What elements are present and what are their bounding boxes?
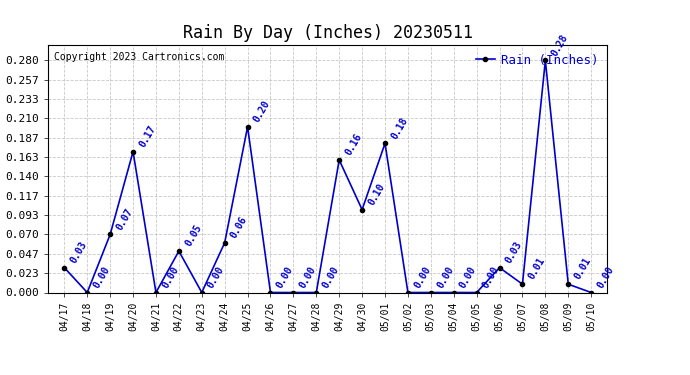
Text: Copyright 2023 Cartronics.com: Copyright 2023 Cartronics.com bbox=[54, 53, 224, 62]
Text: 0.01: 0.01 bbox=[573, 256, 593, 281]
Text: 0.00: 0.00 bbox=[297, 264, 318, 290]
Text: 0.16: 0.16 bbox=[344, 132, 364, 157]
Text: 0.00: 0.00 bbox=[320, 264, 341, 290]
Text: 0.00: 0.00 bbox=[458, 264, 478, 290]
Text: 0.00: 0.00 bbox=[412, 264, 433, 290]
Text: 0.17: 0.17 bbox=[137, 123, 157, 149]
Text: 0.05: 0.05 bbox=[183, 223, 204, 248]
Text: 0.00: 0.00 bbox=[206, 264, 226, 290]
Text: 0.07: 0.07 bbox=[115, 206, 135, 232]
Text: 0.20: 0.20 bbox=[252, 99, 272, 124]
Text: 0.01: 0.01 bbox=[526, 256, 547, 281]
Text: 0.06: 0.06 bbox=[229, 214, 249, 240]
Legend: Rain (Inches): Rain (Inches) bbox=[473, 51, 601, 69]
Text: 0.18: 0.18 bbox=[389, 115, 410, 141]
Text: 0.28: 0.28 bbox=[549, 32, 570, 58]
Text: 0.03: 0.03 bbox=[504, 240, 524, 265]
Title: Rain By Day (Inches) 20230511: Rain By Day (Inches) 20230511 bbox=[183, 24, 473, 42]
Text: 0.00: 0.00 bbox=[275, 264, 295, 290]
Text: 0.00: 0.00 bbox=[481, 264, 501, 290]
Text: 0.00: 0.00 bbox=[435, 264, 455, 290]
Text: 0.03: 0.03 bbox=[68, 240, 89, 265]
Text: 0.10: 0.10 bbox=[366, 182, 386, 207]
Text: 0.00: 0.00 bbox=[160, 264, 181, 290]
Text: 0.00: 0.00 bbox=[595, 264, 615, 290]
Text: 0.00: 0.00 bbox=[91, 264, 112, 290]
